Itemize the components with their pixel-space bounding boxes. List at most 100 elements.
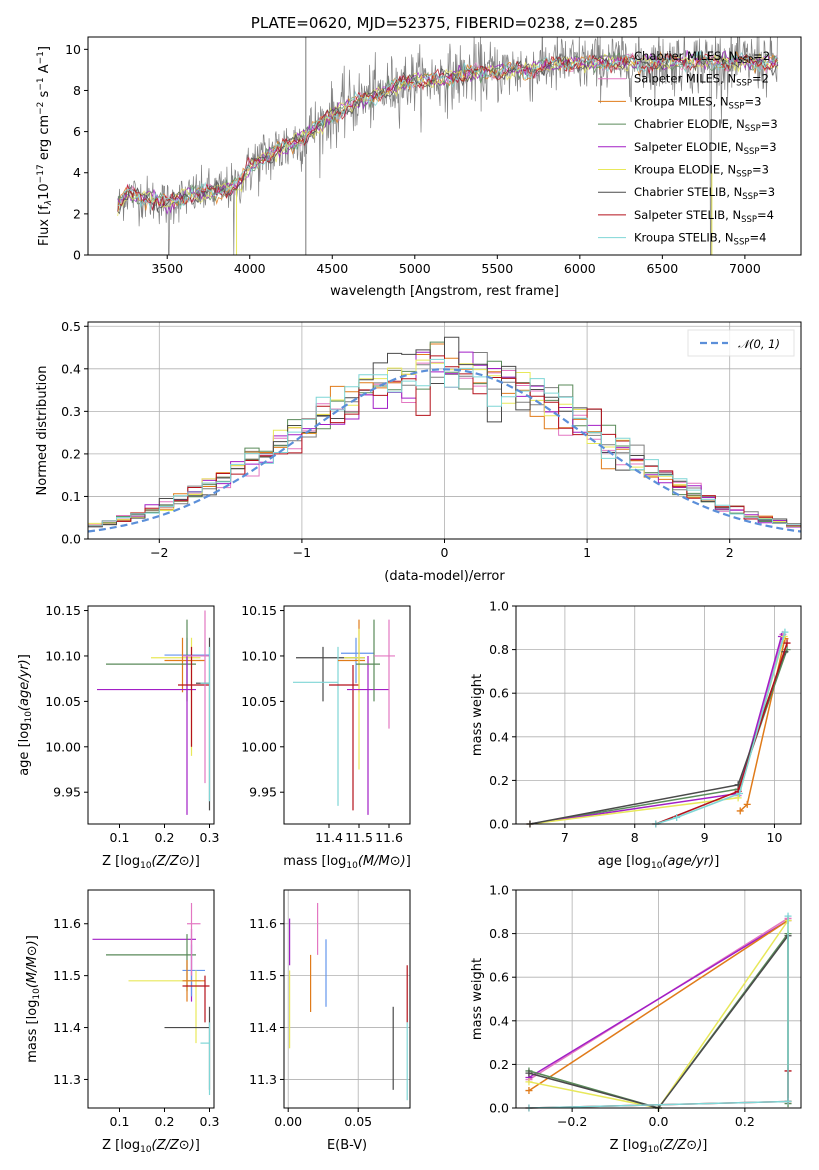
y-tick-label: 10.15: [45, 603, 81, 618]
spectrum-lines: [117, 37, 779, 255]
x-tick-label: 7000: [729, 261, 761, 276]
y-tick-label: 11.6: [53, 916, 81, 931]
histogram-group: [88, 336, 801, 533]
mass_vs_EBV-panel: 0.00 0.05 11.3 11.4 11.5 11.6 E(B-V): [249, 889, 411, 1153]
spectrum-legend: Chabrier MILES, NSSP=2 Salpeter MILES, NS…: [598, 49, 778, 248]
data-point: [374, 619, 395, 729]
y-tick-label: 10.05: [45, 694, 81, 709]
y-tick-label: 0.8: [489, 642, 509, 657]
y-tick-label: 6: [73, 124, 81, 139]
x-tick-label: 4500: [316, 261, 348, 276]
x-tick-label: 8: [631, 830, 639, 845]
y-tick-label: 0.4: [61, 361, 81, 376]
data-point: [182, 975, 210, 1023]
y-tick-label: 0.8: [489, 926, 509, 941]
x-tick-label: 6500: [646, 261, 678, 276]
x-axis-label: E(B-V): [327, 1138, 367, 1153]
x-tick-label: 5500: [481, 261, 513, 276]
data-point: [200, 646, 211, 802]
legend-entry: Chabrier STELIB, NSSP=3: [634, 185, 775, 202]
axes-frame: [87, 889, 215, 1109]
y-tick-label: 11.4: [53, 1020, 81, 1035]
legend-entry: 𝒩(0, 1): [738, 337, 780, 351]
y-axis-label: Normed distribution: [35, 366, 50, 496]
y-tick-label: 0.4: [489, 729, 509, 744]
y-tick-label: 0: [73, 248, 81, 263]
data-point: [347, 655, 389, 815]
axes-frame: [87, 36, 802, 256]
x-tick-label: 0.3: [200, 1114, 220, 1129]
y-tick-label: 10: [65, 42, 81, 57]
y-tick-label: 1.0: [489, 599, 509, 614]
data-point: [178, 646, 210, 747]
y-axis-label: age [log10(age/yr)]: [17, 654, 34, 776]
weight-marker: [736, 789, 744, 797]
x-tick-label: 11.5: [345, 830, 373, 845]
axes-frame: [515, 605, 802, 825]
legend-entry: Salpeter ELODIE, NSSP=3: [634, 140, 777, 157]
y-tick-label: 9.95: [249, 785, 277, 800]
data-point: [182, 944, 205, 997]
y-tick-label: 8: [73, 83, 81, 98]
weight-series: [529, 636, 783, 825]
x-tick-label: 11.4: [315, 830, 343, 845]
y-tick-label: 11.6: [249, 916, 277, 931]
y-tick-label: 0.4: [489, 1013, 509, 1028]
weight_vs_Z-panel: −0.2 0.0 0.2 0.0 0.2 0.4 0.6 0.8 1.0 Z [log10(Z/Z…: [470, 883, 802, 1155]
data-point: [164, 637, 205, 693]
x-tick-label: −0.2: [557, 1114, 587, 1129]
x-axis-label: Z [log10(Z/Z⊙)]: [610, 1138, 708, 1155]
x-axis-label: (data-model)/error: [384, 569, 505, 584]
y-tick-label: 0.0: [489, 817, 509, 832]
y-tick-label: 10.10: [45, 648, 81, 663]
weight-marker: [784, 1097, 792, 1105]
y-tick-label: 0.1: [61, 489, 81, 504]
weight-marker: [743, 800, 751, 808]
data-point: [164, 1006, 211, 1090]
y-tick-label: 0.2: [489, 1057, 509, 1072]
weight-marker: [525, 1087, 533, 1095]
x-tick-label: 9: [701, 830, 709, 845]
x-tick-label: 6000: [564, 261, 596, 276]
x-tick-label: 0.05: [344, 1114, 372, 1129]
y-tick-label: 0.3: [61, 404, 81, 419]
y-tick-label: 10.05: [241, 694, 277, 709]
data-point: [329, 665, 359, 811]
y-tick-label: 11.5: [249, 968, 277, 983]
x-tick-label: 0.0: [649, 1114, 669, 1129]
y-tick-label: 11.3: [249, 1072, 277, 1087]
y-tick-label: 0.6: [489, 970, 509, 985]
data-point: [196, 637, 211, 811]
legend-entry: Kroupa ELODIE, NSSP=3: [634, 163, 769, 180]
data-point: [356, 619, 380, 702]
weight-marker: [736, 807, 744, 815]
spectrum-model-line: [117, 52, 779, 208]
x-axis-label: age [log10(age/yr)]: [598, 854, 720, 871]
weight-marker: [525, 1078, 533, 1086]
y-tick-label: 10.00: [45, 739, 81, 754]
weight-series: [529, 636, 785, 825]
data-point: [296, 646, 365, 702]
x-axis-label: Z [log10(Z/Z⊙)]: [102, 854, 200, 871]
y-axis-label: Flux [fλ10−17 erg cm−2 s−1 A−1]: [36, 46, 54, 246]
weight-series: [528, 919, 789, 1092]
y-tick-label: 11.3: [53, 1072, 81, 1087]
x-tick-label: −1: [293, 545, 311, 560]
normal-curve: [88, 368, 801, 533]
weight-marker: [781, 628, 789, 636]
y-axis-label: mass weight: [470, 958, 485, 1040]
weight-marker: [673, 813, 681, 821]
data-point: [344, 628, 365, 770]
x-tick-label: 11.6: [375, 830, 403, 845]
x-tick-label: 0.2: [155, 830, 175, 845]
x-tick-label: −2: [150, 545, 168, 560]
x-tick-label: 2: [726, 545, 734, 560]
data-point: [182, 960, 205, 1002]
x-axis-label: mass [log10(M/M⊙)]: [283, 854, 411, 871]
data-point: [97, 655, 196, 815]
y-tick-label: 0.2: [61, 446, 81, 461]
spectrum-model-line: [117, 50, 779, 210]
y-tick-label: 0.2: [489, 773, 509, 788]
x-tick-label: 0.2: [155, 1114, 175, 1129]
